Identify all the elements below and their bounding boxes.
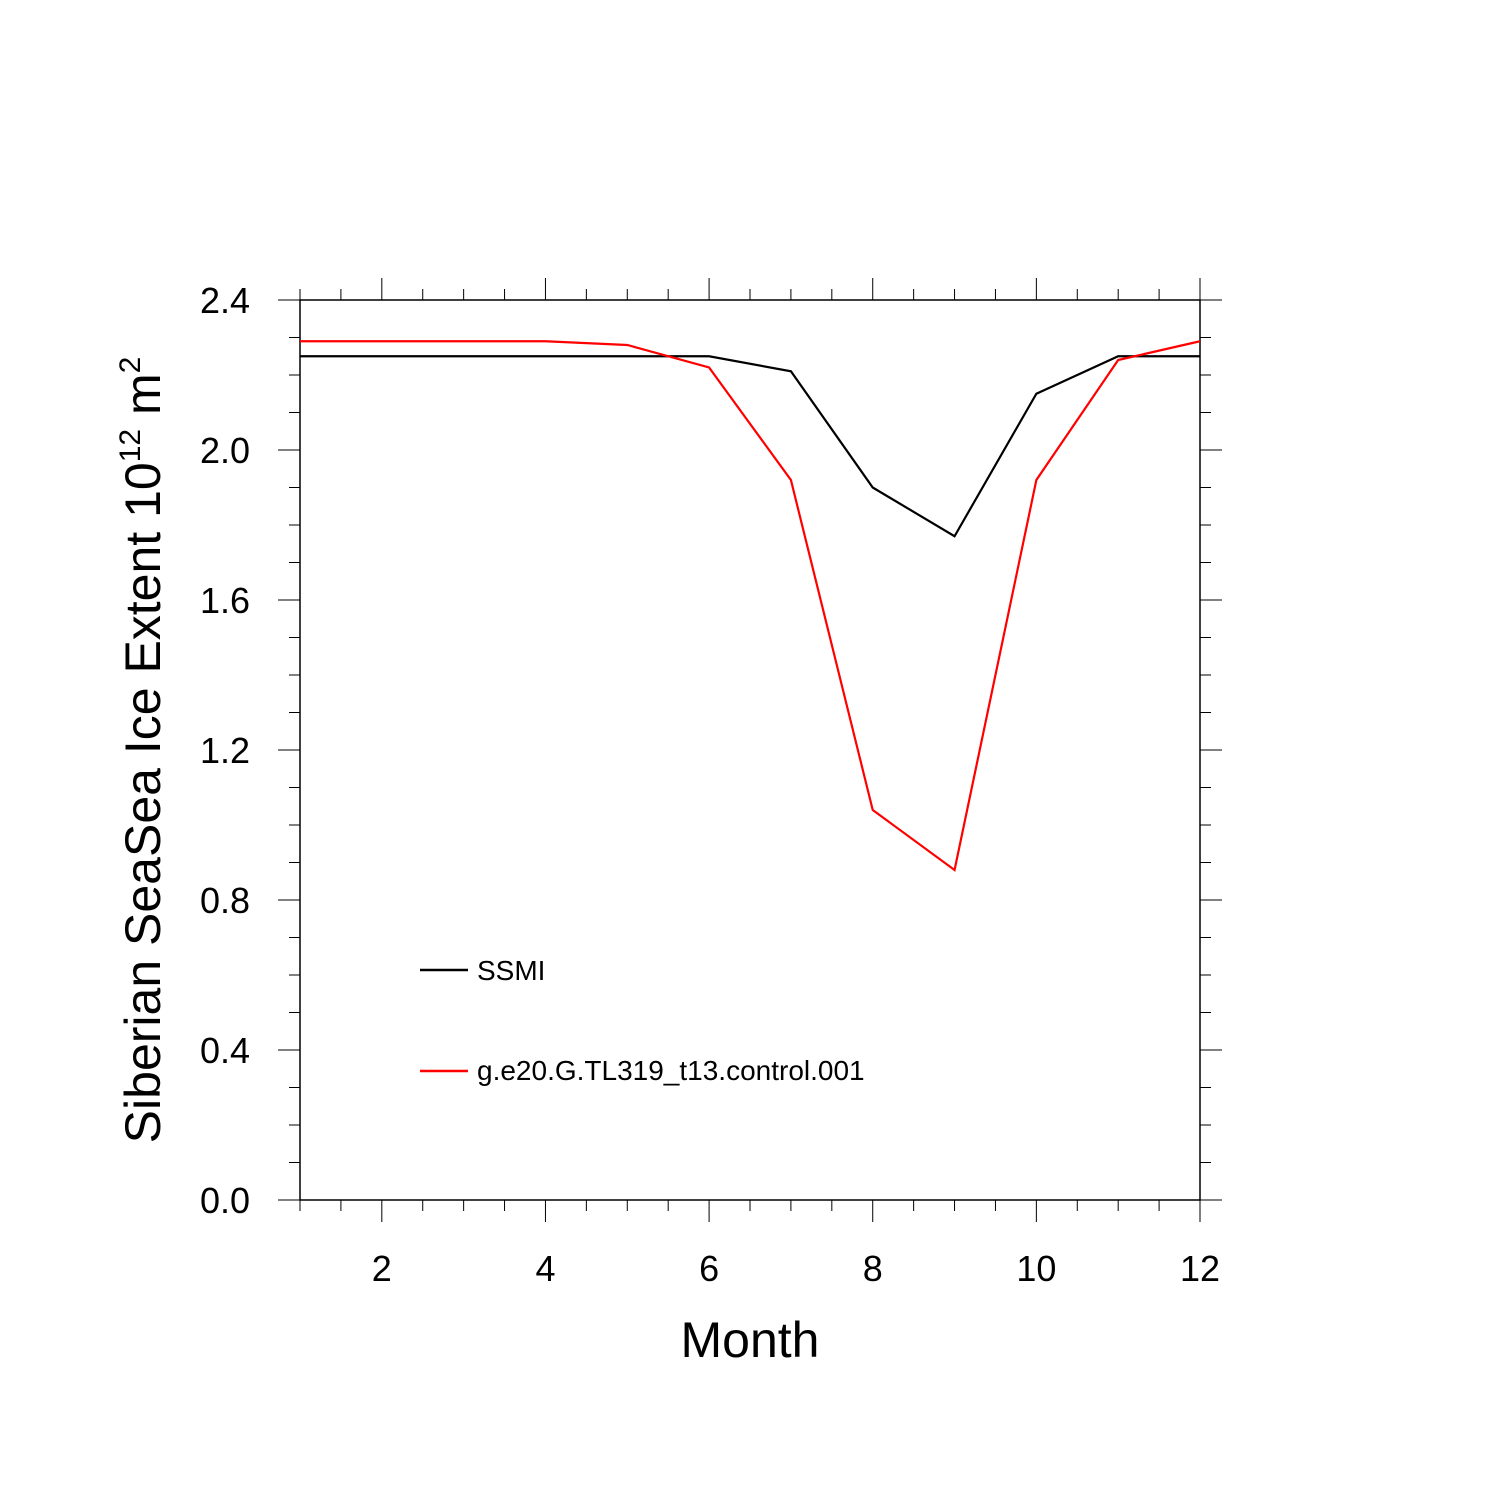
axis-tick-labels: 2 4 6 8 10 12 0.0 0.4 0.8 1.2 1.6 2.0 2.4: [200, 280, 1220, 1289]
legend: SSMI g.e20.G.TL319_t13.control.001: [420, 955, 865, 1086]
y-tick-label: 0.8: [200, 880, 250, 921]
x-tick-label: 12: [1180, 1248, 1220, 1289]
y-axis-title-main: Siberian SeaSea Ice Extent 10: [115, 462, 171, 1143]
y-axis-title-unit-exponent: 2: [114, 357, 147, 374]
y-tick-label: 0.0: [200, 1180, 250, 1221]
y-axis-title: Siberian SeaSea Ice Extent 1012 m2: [114, 357, 171, 1144]
legend-label-model: g.e20.G.TL319_t13.control.001: [477, 1055, 865, 1086]
x-axis-title: Month: [681, 1312, 820, 1368]
series-line-ssmi: [300, 355, 1200, 538]
x-tick-label: 10: [1016, 1248, 1056, 1289]
x-tick-label: 2: [372, 1248, 392, 1289]
x-tick-label: 4: [535, 1248, 555, 1289]
x-tick-label: 6: [699, 1248, 719, 1289]
y-tick-label: 1.6: [200, 580, 250, 621]
x-tick-label: 8: [863, 1248, 883, 1289]
axis-ticks: [278, 278, 1222, 1222]
y-axis-title-unit: m: [115, 373, 171, 429]
series-line-model: [300, 340, 1201, 872]
y-tick-label: 2.4: [200, 280, 250, 321]
series-lines: [300, 340, 1201, 872]
y-tick-label: 1.2: [200, 730, 250, 771]
legend-label-ssmi: SSMI: [477, 955, 545, 986]
y-axis-title-exponent: 12: [114, 429, 147, 462]
y-tick-label: 2.0: [200, 430, 250, 471]
y-tick-label: 0.4: [200, 1030, 250, 1071]
